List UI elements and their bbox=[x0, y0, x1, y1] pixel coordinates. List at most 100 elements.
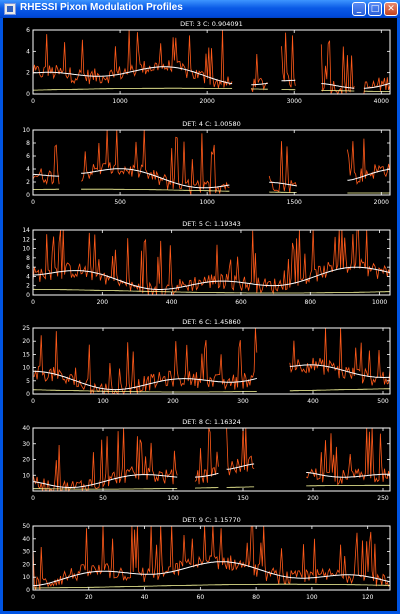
y-tick-label: 30 bbox=[22, 441, 30, 448]
x-tick-label: 200 bbox=[307, 495, 319, 502]
x-tick-label: 150 bbox=[237, 495, 249, 502]
series-data-line bbox=[32, 229, 391, 296]
plot-frame bbox=[32, 129, 391, 196]
x-tick-label: 60 bbox=[197, 594, 205, 601]
y-tick-label: 4 bbox=[26, 273, 30, 280]
panel-3: DET: 6 C: 1.45860 0 100 200 300 400 500 0 5 10 15 2… bbox=[22, 318, 391, 405]
panel-title: DET: 6 C: 1.45860 bbox=[182, 318, 241, 326]
x-tick-label: 1000 bbox=[112, 98, 127, 105]
x-tick-label: 400 bbox=[307, 398, 319, 405]
y-tick-label: 2 bbox=[26, 283, 30, 290]
y-tick-label: 6 bbox=[26, 153, 30, 160]
x-tick-label: 0 bbox=[31, 594, 35, 601]
y-tick-label: 40 bbox=[22, 425, 30, 432]
x-tick-label: 800 bbox=[305, 299, 317, 306]
app-icon bbox=[4, 3, 16, 15]
x-tick-label: 500 bbox=[114, 199, 126, 206]
x-tick-label: 100 bbox=[97, 398, 109, 405]
panel-0: DET: 3 C: 0.904091 0 1000 2000 3000 4000 0 2 4 6 bbox=[26, 20, 391, 105]
x-tick-label: 600 bbox=[235, 299, 247, 306]
x-tick-label: 80 bbox=[252, 594, 260, 601]
y-tick-label: 8 bbox=[26, 140, 30, 147]
panel-title: DET: 9 C: 1.15770 bbox=[182, 516, 241, 524]
series-model-line bbox=[33, 168, 391, 189]
x-tick-label: 500 bbox=[377, 398, 389, 405]
x-tick-label: 4000 bbox=[374, 98, 389, 105]
y-tick-label: 50 bbox=[22, 523, 30, 530]
y-tick-label: 20 bbox=[22, 561, 30, 568]
minimize-button[interactable]: _ bbox=[352, 2, 366, 16]
x-tick-label: 1000 bbox=[200, 199, 215, 206]
title-bar[interactable]: RHESSI Pixon Modulation Profiles _ □ ✕ bbox=[0, 0, 400, 18]
series-data-line bbox=[32, 129, 391, 196]
series-model-line bbox=[32, 463, 391, 488]
y-tick-label: 5 bbox=[26, 378, 30, 385]
y-tick-label: 2 bbox=[26, 179, 30, 186]
y-tick-label: 2 bbox=[26, 70, 30, 77]
y-tick-label: 4 bbox=[26, 48, 30, 55]
series-data-line bbox=[32, 29, 391, 96]
series-background-line bbox=[33, 388, 391, 393]
panel-title: DET: 4 C: 1.00580 bbox=[182, 120, 241, 128]
plot-frame bbox=[32, 525, 391, 591]
x-tick-label: 3000 bbox=[287, 98, 302, 105]
plot-frame bbox=[32, 327, 391, 395]
series-background-line bbox=[32, 87, 390, 92]
panel-title: DET: 5 C: 1.19343 bbox=[182, 220, 241, 228]
y-tick-label: 6 bbox=[26, 27, 30, 34]
series-model-line bbox=[33, 364, 391, 391]
y-tick-label: 20 bbox=[22, 338, 30, 345]
series-model-line bbox=[32, 66, 391, 89]
y-tick-label: 40 bbox=[22, 536, 30, 543]
x-tick-label: 50 bbox=[99, 495, 107, 502]
series-data-line bbox=[32, 427, 391, 493]
plot-frame bbox=[32, 229, 391, 296]
y-tick-label: 10 bbox=[22, 365, 30, 372]
series-model-line bbox=[32, 561, 391, 587]
x-tick-label: 0 bbox=[31, 98, 35, 105]
x-tick-label: 40 bbox=[141, 594, 149, 601]
y-tick-label: 15 bbox=[22, 351, 30, 358]
y-tick-label: 10 bbox=[22, 127, 30, 134]
y-tick-label: 0 bbox=[26, 391, 30, 398]
window-title: RHESSI Pixon Modulation Profiles bbox=[20, 2, 183, 13]
y-tick-label: 12 bbox=[22, 236, 30, 243]
x-tick-label: 2000 bbox=[374, 199, 389, 206]
x-tick-label: 250 bbox=[377, 495, 389, 502]
y-tick-label: 0 bbox=[26, 292, 30, 299]
y-tick-label: 4 bbox=[26, 166, 30, 173]
plot-frame bbox=[32, 427, 391, 492]
y-tick-label: 10 bbox=[22, 472, 30, 479]
panel-title: DET: 3 C: 0.904091 bbox=[180, 20, 243, 28]
x-tick-label: 100 bbox=[167, 495, 179, 502]
x-tick-label: 1000 bbox=[372, 299, 387, 306]
x-tick-label: 0 bbox=[31, 398, 35, 405]
series-background-line bbox=[33, 288, 391, 294]
x-tick-label: 300 bbox=[237, 398, 249, 405]
maximize-button[interactable]: □ bbox=[368, 2, 382, 16]
y-tick-label: 6 bbox=[26, 264, 30, 271]
x-tick-label: 1500 bbox=[287, 199, 302, 206]
x-tick-label: 400 bbox=[166, 299, 178, 306]
series-background-line bbox=[33, 583, 391, 589]
y-tick-label: 10 bbox=[22, 574, 30, 581]
close-button[interactable]: ✕ bbox=[384, 2, 398, 16]
y-tick-label: 30 bbox=[22, 549, 30, 556]
plot-frame bbox=[32, 29, 391, 95]
series-data-line bbox=[32, 525, 391, 591]
y-tick-label: 0 bbox=[26, 91, 30, 98]
x-tick-label: 20 bbox=[85, 594, 93, 601]
panel-1: DET: 4 C: 1.00580 0 500 1000 1500 2000 0 2 4 6 8 10 bbox=[22, 120, 391, 206]
series-background-line bbox=[33, 484, 391, 490]
x-tick-label: 120 bbox=[362, 594, 374, 601]
y-tick-label: 10 bbox=[22, 246, 30, 253]
series-data-line bbox=[32, 327, 391, 396]
panel-2: DET: 5 C: 1.19343 0 200 400 600 800 1000 0 2 4 6 8 1… bbox=[22, 220, 391, 306]
y-tick-label: 14 bbox=[22, 227, 30, 234]
x-tick-label: 0 bbox=[31, 199, 35, 206]
x-tick-label: 100 bbox=[306, 594, 318, 601]
y-tick-label: 25 bbox=[22, 325, 30, 332]
panel-5: DET: 9 C: 1.15770 0 20 40 60 80 100 120 0 10 20 30 4… bbox=[22, 516, 391, 601]
